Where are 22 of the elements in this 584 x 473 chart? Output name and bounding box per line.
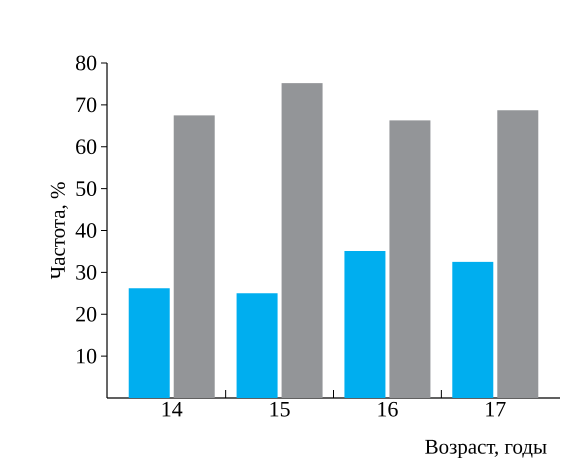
bar [389,120,430,398]
bar [344,251,386,398]
y-tick-label: 30 [76,264,96,280]
x-axis-title: Возраст, годы [425,440,547,458]
y-tick-label: 80 [76,56,96,70]
y-tick-label: 40 [76,223,96,238]
y-tick-label: 60 [76,139,96,154]
y-axis-title: Частота, % [50,182,68,280]
y-tick-label: 50 [76,181,96,196]
y-tick-label: 20 [76,306,96,322]
bar [282,83,323,398]
bar [497,110,538,398]
x-tick-label: 17 [486,402,506,416]
bar [452,262,494,398]
y-tick-label: 10 [77,348,96,364]
x-tick-label: 15 [270,402,290,417]
bar [128,288,170,398]
x-tick-label: 16 [378,402,398,417]
bar [174,115,215,398]
x-tick-label: 14 [162,402,182,416]
y-tick-label: 70 [76,97,96,112]
bar [236,293,278,398]
